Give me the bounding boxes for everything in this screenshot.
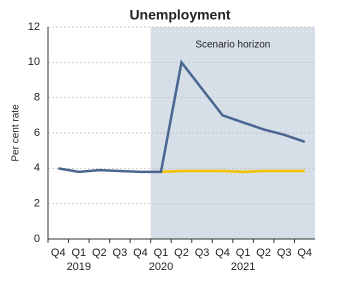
y-tick-label: 2 bbox=[34, 198, 40, 210]
x-tick-label: Q4 bbox=[215, 247, 230, 259]
line-series bbox=[160, 169, 305, 174]
y-tick-label: 6 bbox=[34, 127, 40, 139]
y-tick-label: 8 bbox=[34, 92, 40, 104]
x-tick-label: Q1 bbox=[71, 247, 86, 259]
line-series bbox=[58, 59, 306, 174]
year-label: 2020 bbox=[149, 261, 173, 273]
x-tick-label: Q4 bbox=[51, 247, 66, 259]
y-tick-label: 12 bbox=[28, 21, 40, 33]
x-tick-label: Q3 bbox=[277, 247, 292, 259]
x-tick-label: Q4 bbox=[297, 247, 312, 259]
y-tick-label: 0 bbox=[34, 233, 40, 245]
annotation: Scenario horizon bbox=[195, 40, 270, 51]
y-tick-label: 4 bbox=[34, 162, 40, 174]
y-axis-label: Per cent rate bbox=[11, 104, 22, 162]
y-tick-label: 10 bbox=[28, 56, 40, 68]
x-tick-label: Q3 bbox=[113, 247, 128, 259]
x-tick-label: Q1 bbox=[236, 247, 251, 259]
x-tick-label: Q2 bbox=[256, 247, 271, 259]
x-tick-label: Q1 bbox=[154, 247, 169, 259]
chart-title: Unemployment bbox=[129, 7, 230, 23]
year-label: 2021 bbox=[231, 261, 255, 273]
year-label: 2019 bbox=[67, 261, 91, 273]
x-tick-label: Q4 bbox=[133, 247, 148, 259]
x-tick-label: Q3 bbox=[195, 247, 210, 259]
x-tick-label: Q2 bbox=[174, 247, 189, 259]
x-tick-label: Q2 bbox=[92, 247, 107, 259]
